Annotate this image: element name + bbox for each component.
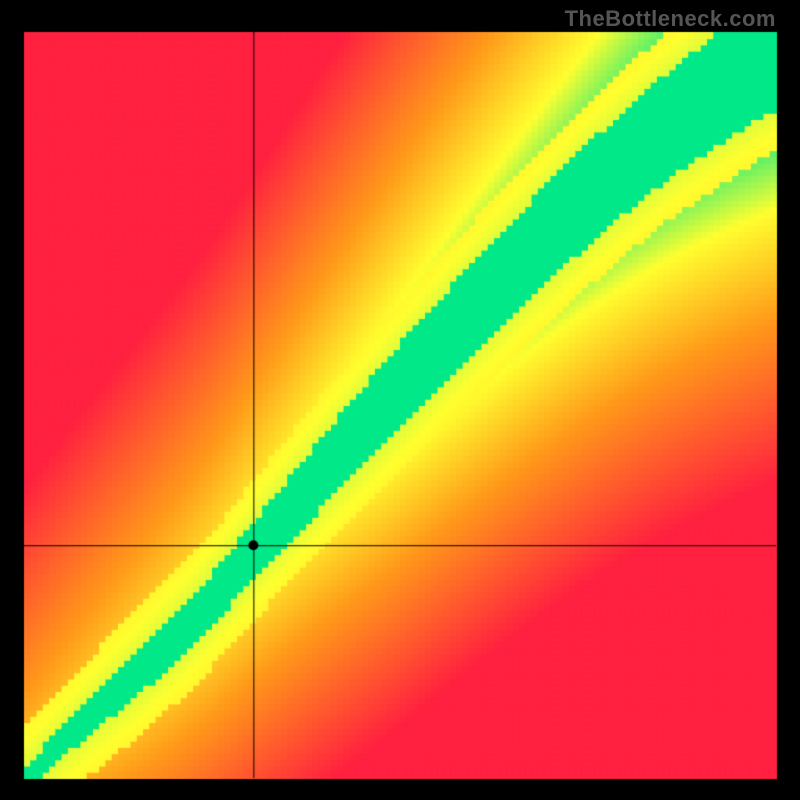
plot-container	[0, 0, 800, 800]
heatmap-canvas	[0, 0, 800, 800]
watermark-text: TheBottleneck.com	[565, 6, 776, 32]
page: TheBottleneck.com	[0, 0, 800, 800]
